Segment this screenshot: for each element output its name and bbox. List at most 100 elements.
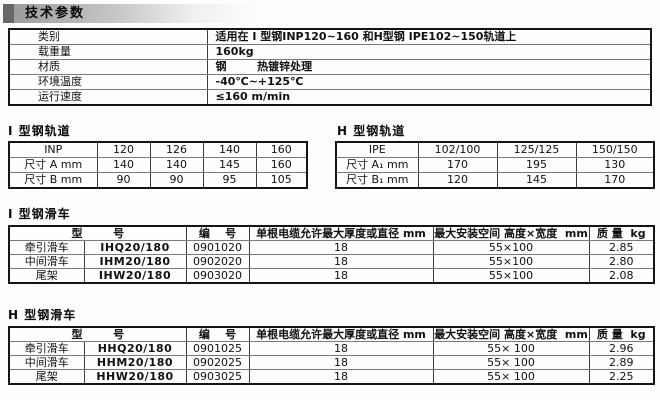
param-label: 运行速度 [8, 89, 208, 106]
table-cell: 尺寸 A₁ mm [335, 157, 419, 173]
column-header-model: 型 号 [8, 225, 187, 241]
table-cell: 145 [496, 172, 577, 189]
trolley-code: 0901020 [185, 240, 250, 255]
trolley-space: 55×100 [432, 240, 590, 255]
trolley-weight: 2.08 [588, 268, 655, 284]
table-cell: 145 [202, 157, 257, 173]
trolley-cable: 18 [248, 240, 434, 255]
trolley-name: 中间滑车 [8, 355, 85, 370]
param-label: 类别 [8, 28, 208, 45]
table-cell: 尺寸 A mm [8, 157, 98, 173]
trolley-cable: 18 [248, 254, 434, 269]
trolley-cable: 18 [248, 268, 434, 284]
table-cell: 95 [202, 172, 257, 189]
table-row: 材质 钢 热镀锌处理 [8, 59, 652, 75]
page-title: 技术参数 [25, 6, 86, 21]
table-row: IPE 102/100 125/125 150/150 [335, 141, 655, 158]
param-value: ≤160 m/min [206, 89, 652, 106]
trolley-model: HHQ20/180 [83, 341, 187, 356]
trolley-space: 55× 100 [432, 355, 590, 370]
table-cell: 160 [255, 157, 308, 173]
table-row: 牵引滑车 HHQ20/180 0901025 18 55× 100 2.96 [8, 341, 655, 356]
table-cell: 120 [417, 172, 498, 189]
column-header-space: 最大安装空间 高度×宽度 mm [432, 326, 590, 342]
trolley-model: IHQ20/180 [83, 240, 187, 255]
trolley-space: 55× 100 [432, 369, 590, 385]
table-cell: INP [8, 141, 98, 158]
table-row: 类别 适用在 I 型钢INP120~160 和H型钢 IPE102~150轨道上 [8, 28, 652, 45]
param-value: 适用在 I 型钢INP120~160 和H型钢 IPE102~150轨道上 [206, 28, 652, 45]
trolley-weight: 2.80 [588, 254, 655, 269]
i-trolley-table: 型 号 编 号 单根电缆允许最大厚度或直径 mm 最大安装空间 高度×宽度 mm… [8, 225, 655, 284]
trolley-model: HHW20/180 [83, 369, 187, 385]
table-row: 尾架 HHW20/180 0903025 18 55× 100 2.25 [8, 369, 655, 385]
trolley-code: 0901025 [185, 341, 250, 356]
trolley-cable: 18 [248, 341, 434, 356]
header-accent-block [3, 4, 14, 23]
param-value: 钢 热镀锌处理 [206, 59, 652, 75]
table-row: 运行速度 ≤160 m/min [8, 89, 652, 106]
trolley-space: 55× 100 [432, 341, 590, 356]
column-header-code: 编 号 [185, 326, 250, 342]
h-trolley-table: 型 号 编 号 单根电缆允许最大厚度或直径 mm 最大安装空间 高度×宽度 mm… [8, 326, 655, 385]
table-cell: IPE [335, 141, 419, 158]
param-label: 环境温度 [8, 74, 208, 90]
section-title-i-trolley: I 型钢滑车 [8, 207, 71, 221]
table-row: 尺寸 B mm 90 90 95 105 [8, 172, 308, 189]
section-title-i-rail: I 型钢轨道 [8, 124, 71, 138]
column-header-code: 编 号 [185, 225, 250, 241]
column-header-space: 最大安装空间 高度×宽度 mm [432, 225, 590, 241]
trolley-weight: 2.89 [588, 355, 655, 370]
trolley-name: 尾架 [8, 369, 85, 385]
table-cell: 140 [202, 141, 257, 158]
table-cell: 尺寸 B₁ mm [335, 172, 419, 189]
table-cell: 160 [255, 141, 308, 158]
table-cell: 125/125 [496, 141, 577, 158]
param-label: 载重量 [8, 44, 208, 60]
table-cell: 尺寸 B mm [8, 172, 98, 189]
i-rail-table: INP 120 126 140 160 尺寸 A mm 140 140 145 … [8, 141, 308, 189]
column-header-cable: 单根电缆允许最大厚度或直径 mm [248, 326, 434, 342]
section-title-h-trolley: H 型钢滑车 [8, 308, 77, 322]
param-value: -40℃~+125℃ [206, 74, 652, 90]
table-cell: 140 [149, 157, 204, 173]
trolley-weight: 2.85 [588, 240, 655, 255]
table-row: 牵引滑车 IHQ20/180 0901020 18 55×100 2.85 [8, 240, 655, 255]
trolley-name: 中间滑车 [8, 254, 85, 269]
h-rail-table: IPE 102/100 125/125 150/150 尺寸 A₁ mm 170… [335, 141, 655, 189]
column-header-weight: 质 量 kg [588, 326, 655, 342]
trolley-code: 0902020 [185, 254, 250, 269]
trolley-cable: 18 [248, 355, 434, 370]
table-cell: 120 [96, 141, 151, 158]
trolley-model: IHM20/180 [83, 254, 187, 269]
table-cell: 126 [149, 141, 204, 158]
table-cell: 150/150 [575, 141, 655, 158]
table-row: 型 号 编 号 单根电缆允许最大厚度或直径 mm 最大安装空间 高度×宽度 mm… [8, 326, 655, 342]
section-header-bar: 技术参数 [3, 4, 255, 23]
trolley-code: 0903025 [185, 369, 250, 385]
trolley-name: 牵引滑车 [8, 240, 85, 255]
trolley-space: 55×100 [432, 254, 590, 269]
table-cell: 105 [255, 172, 308, 189]
table-row: 载重量 160kg [8, 44, 652, 60]
table-row: INP 120 126 140 160 [8, 141, 308, 158]
table-row: 中间滑车 HHM20/180 0902025 18 55× 100 2.89 [8, 355, 655, 370]
table-cell: 90 [149, 172, 204, 189]
trolley-weight: 2.96 [588, 341, 655, 356]
trolley-code: 0903020 [185, 268, 250, 284]
table-row: 尺寸 B₁ mm 120 145 170 [335, 172, 655, 189]
trolley-name: 尾架 [8, 268, 85, 284]
param-value: 160kg [206, 44, 652, 60]
table-cell: 102/100 [417, 141, 498, 158]
table-cell: 195 [496, 157, 577, 173]
table-cell: 170 [575, 172, 655, 189]
tech-params-table: 类别 适用在 I 型钢INP120~160 和H型钢 IPE102~150轨道上… [8, 28, 652, 106]
trolley-model: HHM20/180 [83, 355, 187, 370]
trolley-code: 0902025 [185, 355, 250, 370]
table-cell: 130 [575, 157, 655, 173]
trolley-model: IHW20/180 [83, 268, 187, 284]
table-cell: 140 [96, 157, 151, 173]
table-row: 尾架 IHW20/180 0903020 18 55×100 2.08 [8, 268, 655, 284]
trolley-name: 牵引滑车 [8, 341, 85, 356]
